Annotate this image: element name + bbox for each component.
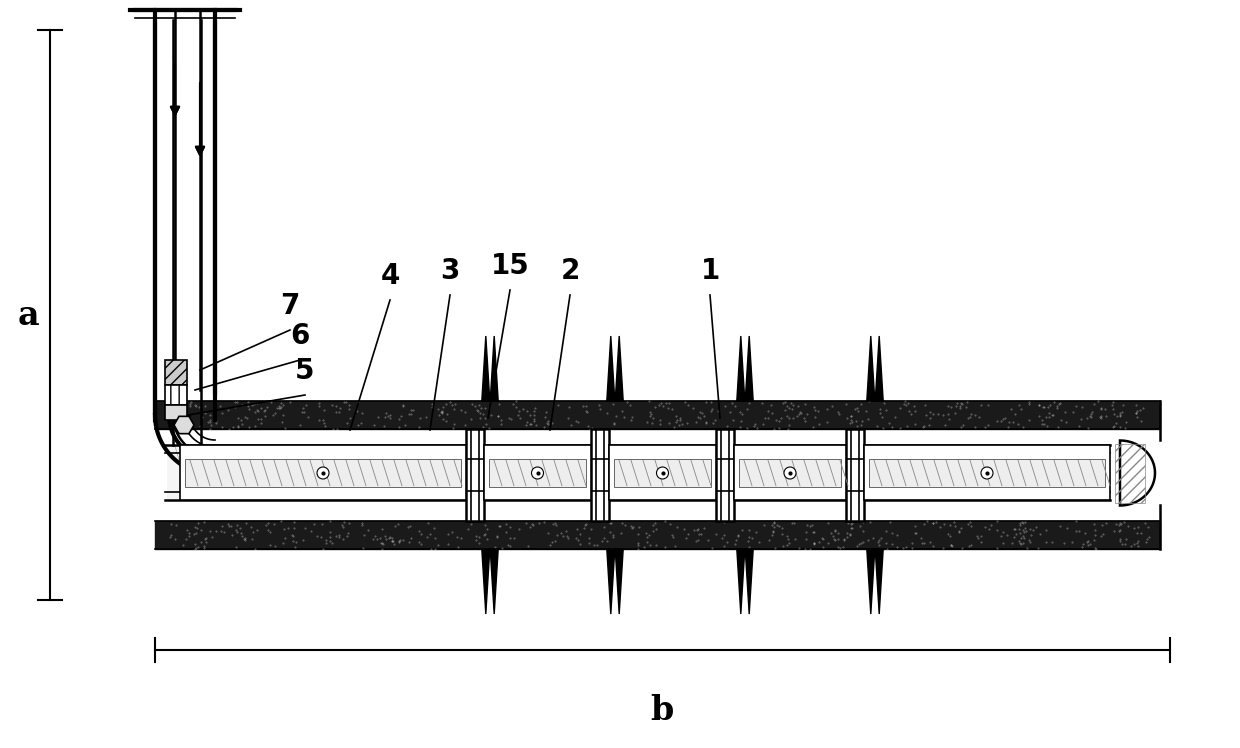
Bar [614,459,711,487]
Polygon shape [745,336,753,401]
Bar [846,429,864,521]
Text: 3: 3 [440,257,460,285]
Circle shape [656,467,668,479]
Text: 7: 7 [280,292,300,320]
Text: 1: 1 [701,257,719,285]
Polygon shape [737,336,745,401]
Bar [734,445,846,500]
Polygon shape [606,336,615,401]
Bar [466,429,484,521]
Polygon shape [482,549,490,614]
Polygon shape [745,549,753,614]
Text: 4: 4 [381,262,399,290]
Bar [180,445,466,500]
Polygon shape [490,336,498,401]
Circle shape [532,467,543,479]
Bar [869,459,1105,487]
Bar [864,445,1110,500]
Bar [1115,444,1145,503]
Polygon shape [1120,441,1154,506]
Polygon shape [867,336,874,401]
Bar [185,459,461,487]
Bar [165,360,187,385]
Polygon shape [875,549,883,614]
Polygon shape [490,549,498,614]
Polygon shape [606,549,615,614]
Text: 2: 2 [560,257,579,285]
Text: 6: 6 [290,322,310,350]
Polygon shape [615,336,624,401]
Polygon shape [615,549,624,614]
Bar [165,405,187,420]
Bar [165,385,187,405]
Text: 5: 5 [295,357,315,385]
Bar [484,445,591,500]
Polygon shape [867,549,874,614]
Bar [167,446,1100,499]
Bar [609,445,715,500]
Polygon shape [737,549,745,614]
Polygon shape [875,336,883,401]
Polygon shape [174,417,193,434]
Bar [591,429,609,521]
Circle shape [317,467,329,479]
Text: 15: 15 [491,252,529,280]
Bar [715,429,734,521]
Text: a: a [17,298,38,331]
Text: b: b [650,693,673,726]
Polygon shape [482,336,490,401]
Bar [739,459,841,487]
Bar [489,459,587,487]
Circle shape [981,467,993,479]
Circle shape [784,467,796,479]
